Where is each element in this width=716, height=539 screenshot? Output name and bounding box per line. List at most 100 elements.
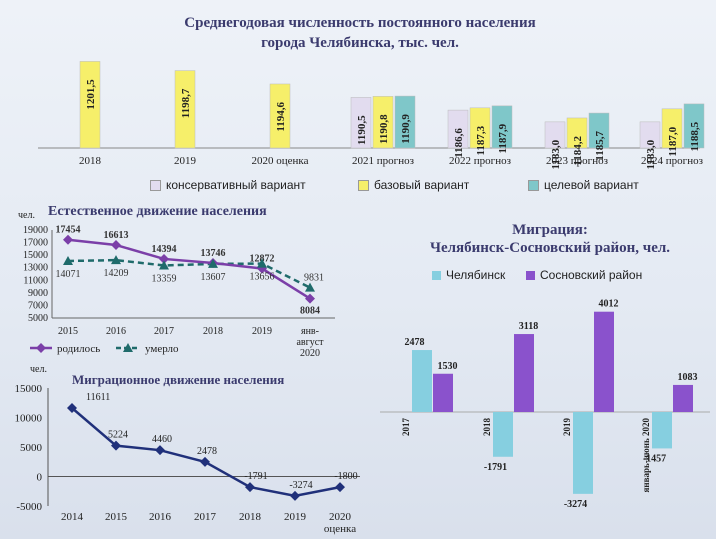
population-value-label: 1183,0 bbox=[645, 139, 657, 169]
migration-flow-category-label: 2018 bbox=[239, 511, 262, 523]
migration-flow-category-label: 2017 bbox=[194, 511, 217, 523]
migration-category-label: 2017 bbox=[401, 418, 411, 437]
natural-category-label: август bbox=[296, 337, 324, 348]
natural-ytick: 17000 bbox=[23, 238, 48, 249]
natural-legend-born-label: родилось bbox=[57, 343, 100, 355]
natural-born-marker bbox=[111, 240, 121, 251]
natural-born-marker bbox=[305, 293, 315, 304]
population-category-label: 2021 прогноз bbox=[352, 155, 414, 167]
legend-label: базовый вариант bbox=[374, 178, 470, 192]
population-bar bbox=[447, 109, 469, 149]
population-value-label: 1190,9 bbox=[400, 114, 412, 144]
population-value-label: 1187,0 bbox=[667, 126, 679, 156]
natural-died-value: 9831 bbox=[304, 273, 324, 284]
migration-flow-marker bbox=[67, 402, 77, 413]
natural-ytick: 5000 bbox=[28, 313, 48, 324]
population-bar bbox=[79, 61, 101, 149]
migration-flow-category-label: 2020 bbox=[329, 511, 352, 523]
population-value-label: 1187,9 bbox=[497, 123, 509, 153]
migration-category-label: январь-июнь 2020 bbox=[641, 418, 651, 493]
natural-ytick: 13000 bbox=[23, 263, 48, 274]
migration-flow-ytick: 5000 bbox=[20, 442, 43, 454]
natural-died-marker bbox=[305, 282, 315, 292]
natural-born-value: 16613 bbox=[104, 230, 129, 241]
population-bar bbox=[174, 70, 196, 149]
population-category-label: 2024 прогноз bbox=[641, 155, 703, 167]
population-bar bbox=[469, 107, 491, 149]
migration-flow-value: 5224 bbox=[108, 430, 128, 441]
population-category-label: 2018 bbox=[79, 155, 102, 167]
natural-category-label: 2017 bbox=[154, 326, 174, 337]
population-legend-conservative: консервативный вариант bbox=[150, 178, 306, 192]
migration-flow-marker bbox=[111, 440, 121, 451]
population-bar bbox=[683, 103, 705, 149]
natural-born-line bbox=[67, 238, 311, 300]
natural-category-label: 2015 bbox=[58, 326, 78, 337]
population-value-label: 1187,3 bbox=[475, 125, 487, 155]
migration-value-label: -1457 bbox=[643, 453, 666, 464]
migration-flow-value: 4460 bbox=[152, 434, 172, 445]
population-bar bbox=[544, 121, 566, 149]
migration-flow-value: 2478 bbox=[197, 446, 217, 457]
natural-died-value: 13607 bbox=[201, 272, 226, 283]
population-value-label: 1201,5 bbox=[85, 79, 97, 110]
population-value-label: 1190,5 bbox=[356, 115, 368, 145]
legend-swatch bbox=[526, 270, 535, 280]
population-value-label: 1198,7 bbox=[180, 88, 192, 118]
migration-legend-chelyabinsk: Челябинск bbox=[432, 268, 505, 282]
population-bar bbox=[350, 97, 372, 149]
natural-died-marker bbox=[63, 255, 73, 265]
population-value-label: 1185,7 bbox=[594, 131, 606, 161]
migration-title-line1: Миграция: bbox=[512, 222, 588, 238]
population-value-label: 1183,0 bbox=[550, 139, 562, 169]
migration-bar bbox=[514, 334, 534, 412]
natural-ytick: 9000 bbox=[28, 288, 48, 299]
population-bar bbox=[491, 105, 513, 149]
natural-died-value: 13656 bbox=[250, 272, 275, 283]
legend-swatch bbox=[358, 179, 369, 191]
migration-flow-ytick: 10000 bbox=[15, 413, 43, 425]
natural-died-marker bbox=[111, 255, 121, 265]
migration-bar bbox=[594, 311, 614, 412]
legend-label: целевой вариант bbox=[544, 178, 639, 192]
natural-category-label: 2016 bbox=[106, 326, 126, 337]
population-bar bbox=[394, 95, 416, 149]
population-bar bbox=[269, 83, 291, 149]
legend-swatch bbox=[528, 179, 539, 191]
migration-value-label: 2478 bbox=[405, 337, 425, 348]
migration-bar bbox=[652, 412, 672, 449]
migration-bar bbox=[433, 373, 453, 412]
natural-born-value: 14394 bbox=[152, 244, 177, 255]
natural-born-value: 8084 bbox=[300, 306, 320, 317]
migration-flow-value: -1800 bbox=[334, 471, 357, 482]
population-category-label: 2022 прогноз bbox=[449, 155, 511, 167]
migration-flow-category-label: оценка bbox=[324, 523, 356, 535]
natural-born-value: 17454 bbox=[56, 225, 81, 236]
migration-value-label: 1530 bbox=[438, 361, 458, 372]
migration-flow-ytick: -5000 bbox=[16, 501, 42, 513]
migration-flow-value: -1791 bbox=[244, 471, 267, 482]
migration-flow-category-label: 2014 bbox=[61, 511, 84, 523]
migration-flow-marker bbox=[290, 490, 300, 501]
population-bar bbox=[639, 121, 661, 149]
population-legend-base: базовый вариант bbox=[358, 178, 469, 192]
migration-flow-marker bbox=[335, 482, 345, 493]
natural-ytick: 15000 bbox=[23, 250, 48, 261]
natural-died-line bbox=[67, 258, 311, 289]
population-value-label: 1188,5 bbox=[689, 121, 701, 151]
natural-died-marker bbox=[208, 258, 218, 268]
natural-legend-born-marker bbox=[36, 343, 46, 353]
population-value-label: 1186,6 bbox=[453, 128, 465, 158]
legend-swatch bbox=[432, 270, 441, 280]
natural-legend-died-marker bbox=[123, 343, 133, 352]
population-bar bbox=[566, 117, 588, 149]
migration-flow-marker bbox=[245, 482, 255, 493]
migration-value-label: 3118 bbox=[519, 321, 538, 332]
natural-ytick: 19000 bbox=[23, 225, 48, 236]
natural-born-value: 13746 bbox=[201, 248, 226, 259]
natural-category-label: янв- bbox=[301, 326, 319, 337]
population-value-label: 1194,6 bbox=[275, 101, 287, 131]
population-title-line2: города Челябинска, тыс. чел. bbox=[261, 35, 459, 51]
natural-born-marker bbox=[63, 234, 73, 245]
